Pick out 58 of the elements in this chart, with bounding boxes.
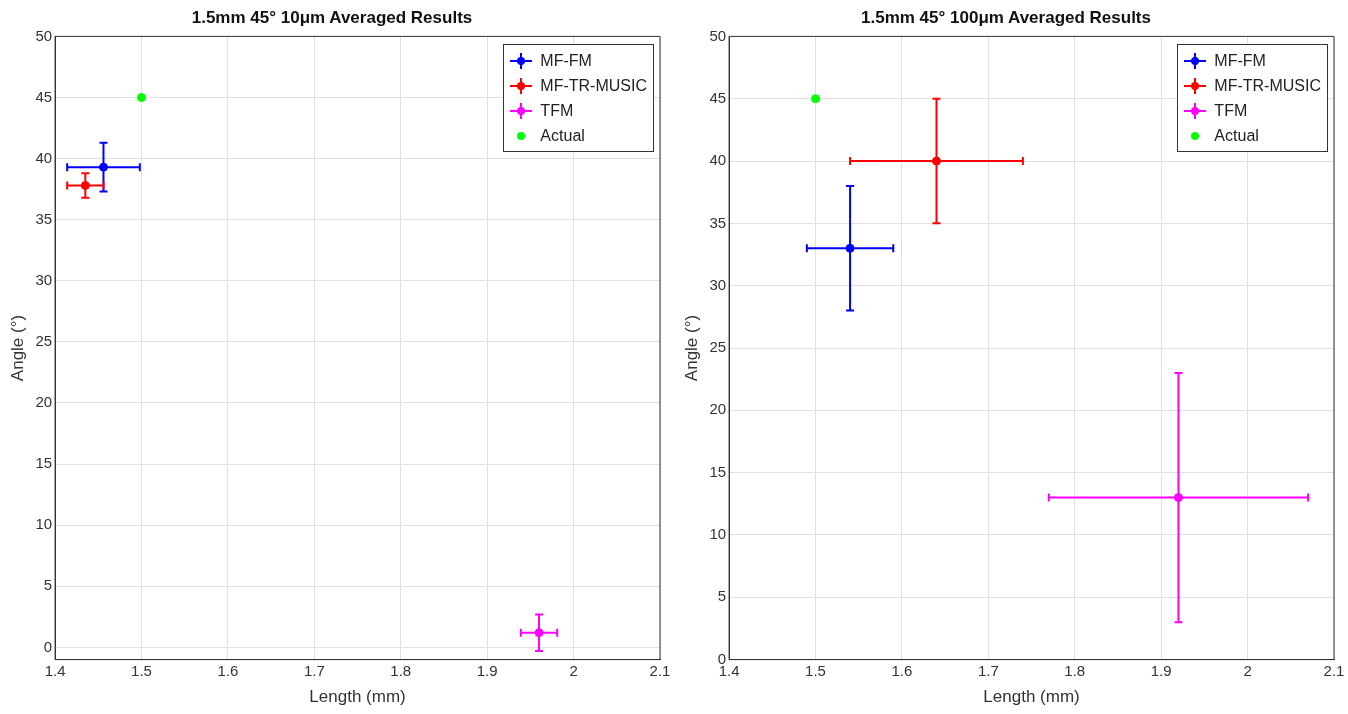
chart-title: 1.5mm 45° 100μm Averaged Results bbox=[861, 7, 1151, 27]
y-tick-label: 10 bbox=[709, 525, 727, 543]
point bbox=[534, 628, 544, 638]
point bbox=[845, 243, 855, 253]
y-tick-label: 35 bbox=[709, 213, 727, 231]
y-tick-label: 20 bbox=[709, 400, 727, 418]
x-tick-label: 1.9 bbox=[1150, 661, 1172, 679]
point bbox=[1173, 493, 1183, 503]
y-tick-label: 40 bbox=[709, 151, 727, 169]
y-tick-label: 45 bbox=[709, 88, 727, 106]
y-tick-label: 15 bbox=[35, 454, 53, 472]
y-tick-label: 0 bbox=[43, 637, 53, 655]
y-axis-title: Angle (°) bbox=[681, 314, 701, 382]
x-tick-label: 1.8 bbox=[1064, 661, 1086, 679]
point bbox=[137, 93, 146, 102]
x-tick-label: 1.7 bbox=[977, 661, 999, 679]
y-axis-title: Angle (°) bbox=[7, 314, 27, 382]
x-tick-label: 1.8 bbox=[390, 661, 412, 679]
y-tick-label: 10 bbox=[35, 515, 53, 533]
y-tick-label: 5 bbox=[43, 576, 53, 594]
legend-label: Actual bbox=[1214, 126, 1259, 145]
x-tick-label: 1.6 bbox=[891, 661, 913, 679]
point bbox=[98, 162, 108, 172]
legend-label: MF-FM bbox=[1214, 51, 1266, 70]
x-axis-title: Length (mm) bbox=[983, 687, 1080, 707]
x-tick-label: 1.9 bbox=[476, 661, 498, 679]
chart-title: 1.5mm 45° 10μm Averaged Results bbox=[191, 7, 473, 27]
y-tick-label: 30 bbox=[35, 270, 53, 288]
legend-label: TFM bbox=[540, 101, 574, 120]
y-tick-label: 30 bbox=[709, 275, 727, 293]
x-tick-label: 1.5 bbox=[805, 661, 826, 679]
y-tick-label: 50 bbox=[35, 26, 53, 44]
x-tick-label: 2 bbox=[569, 661, 578, 679]
x-tick-label: 2.1 bbox=[649, 661, 671, 679]
y-tick-label: 35 bbox=[35, 209, 53, 227]
x-tick-label: 2.1 bbox=[1323, 661, 1345, 679]
x-axis-title: Length (mm) bbox=[309, 687, 406, 707]
legend-label: MF-TR-MUSIC bbox=[1214, 76, 1321, 95]
point bbox=[811, 94, 820, 104]
legend-label: TFM bbox=[1214, 101, 1248, 120]
y-tick-label: 20 bbox=[35, 393, 53, 411]
point bbox=[931, 156, 941, 166]
y-tick-label: 15 bbox=[709, 462, 727, 480]
point bbox=[80, 180, 90, 190]
x-tick-label: 1.6 bbox=[217, 661, 239, 679]
x-tick-label: 1.7 bbox=[303, 661, 325, 679]
legend-label: MF-TR-MUSIC bbox=[540, 76, 647, 95]
y-tick-label: 25 bbox=[709, 338, 727, 356]
x-tick-label: 1.5 bbox=[131, 661, 152, 679]
x-tick-label: 1.4 bbox=[44, 661, 66, 679]
y-tick-label: 45 bbox=[35, 87, 53, 105]
legend-label: Actual bbox=[540, 126, 585, 145]
y-tick-label: 5 bbox=[717, 587, 727, 605]
y-tick-label: 50 bbox=[709, 26, 727, 44]
y-tick-label: 40 bbox=[35, 148, 53, 166]
y-tick-label: 25 bbox=[35, 332, 53, 350]
x-tick-label: 2 bbox=[1243, 661, 1252, 679]
legend-label: MF-FM bbox=[540, 51, 592, 70]
